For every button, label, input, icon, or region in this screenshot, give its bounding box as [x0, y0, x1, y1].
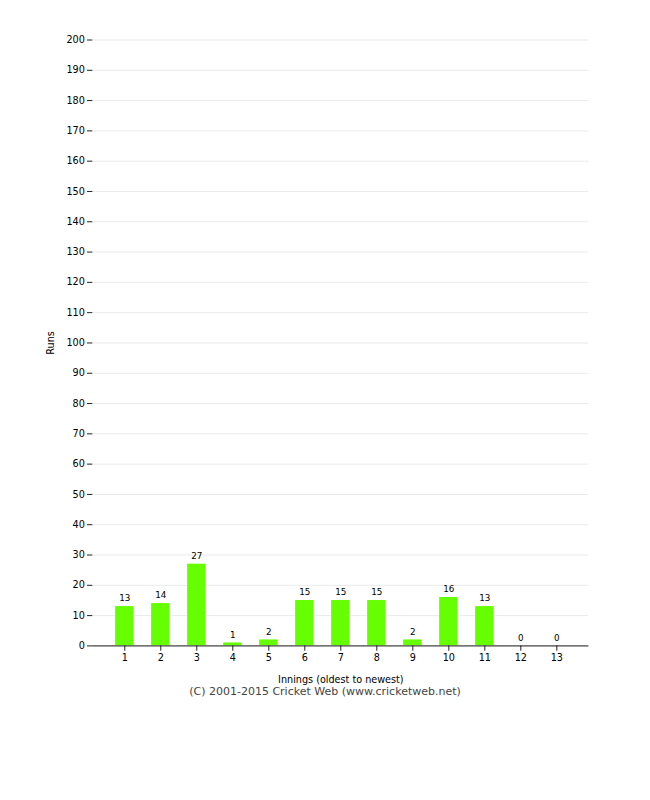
svg-text:180: 180: [66, 95, 84, 106]
svg-text:70: 70: [73, 428, 85, 439]
svg-text:15: 15: [371, 587, 382, 597]
svg-text:13: 13: [551, 652, 563, 663]
svg-text:40: 40: [73, 519, 85, 530]
svg-text:Runs: Runs: [45, 331, 56, 355]
svg-text:2: 2: [266, 627, 272, 637]
svg-text:16: 16: [443, 584, 455, 594]
svg-text:14: 14: [155, 590, 167, 600]
svg-text:200: 200: [66, 34, 84, 45]
svg-text:4: 4: [230, 652, 236, 663]
svg-text:120: 120: [66, 276, 84, 287]
svg-text:9: 9: [410, 652, 416, 663]
svg-text:100: 100: [66, 337, 84, 348]
svg-text:0: 0: [554, 633, 560, 643]
svg-text:140: 140: [66, 216, 84, 227]
svg-text:8: 8: [374, 652, 380, 663]
svg-text:11: 11: [479, 652, 491, 663]
svg-text:190: 190: [66, 64, 84, 75]
svg-text:10: 10: [443, 652, 455, 663]
svg-text:150: 150: [66, 186, 84, 197]
svg-text:3: 3: [194, 652, 200, 663]
svg-text:Innings (oldest to newest): Innings (oldest to newest): [278, 674, 403, 685]
svg-text:15: 15: [299, 587, 310, 597]
svg-text:20: 20: [73, 579, 85, 590]
svg-text:5: 5: [266, 652, 272, 663]
svg-text:13: 13: [119, 593, 130, 603]
svg-text:0: 0: [518, 633, 524, 643]
svg-text:2: 2: [410, 627, 416, 637]
svg-text:2: 2: [158, 652, 164, 663]
svg-text:6: 6: [302, 652, 308, 663]
html-text:(C) 2001-2015 Cricket Web (www: (C) 2001-2015 Cricket Web (www.cricketwe…: [189, 685, 461, 698]
svg-text:130: 130: [66, 246, 84, 257]
svg-text:160: 160: [66, 155, 84, 166]
svg-text:1: 1: [122, 652, 128, 663]
svg-text:7: 7: [338, 652, 344, 663]
svg-text:0: 0: [79, 640, 85, 651]
svg-text:30: 30: [73, 549, 85, 560]
svg-text:13: 13: [479, 593, 490, 603]
svg-text:12: 12: [515, 652, 527, 663]
svg-text:60: 60: [73, 458, 85, 469]
svg-text:80: 80: [73, 398, 85, 409]
svg-text:170: 170: [66, 125, 84, 136]
svg-text:27: 27: [191, 551, 202, 561]
svg-text:110: 110: [66, 307, 84, 318]
svg-text:15: 15: [335, 587, 346, 597]
svg-text:10: 10: [73, 610, 85, 621]
svg-text:1: 1: [230, 630, 236, 640]
svg-text:90: 90: [73, 367, 85, 378]
svg-text:50: 50: [73, 489, 85, 500]
